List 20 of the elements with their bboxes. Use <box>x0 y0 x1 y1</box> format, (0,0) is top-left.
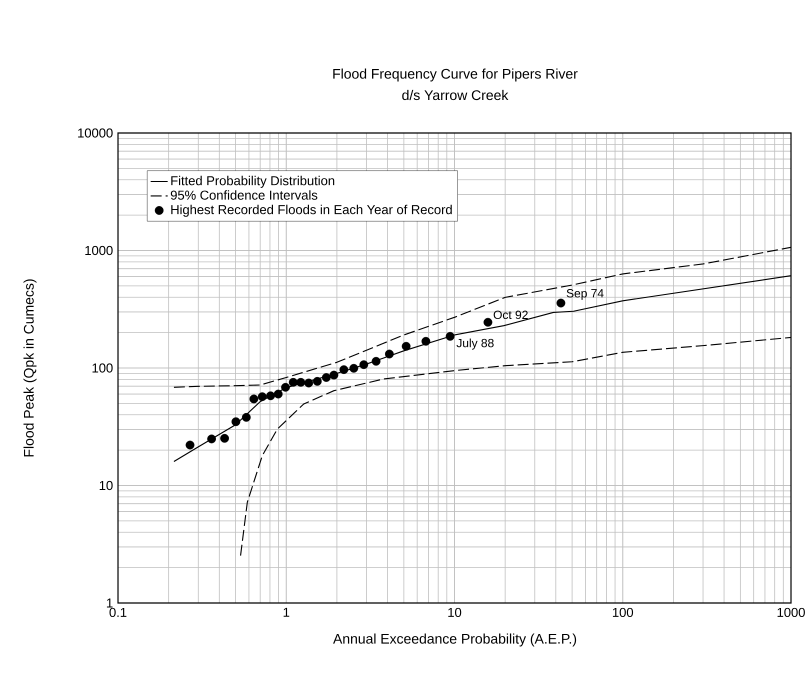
annotation: July 88 <box>456 338 494 350</box>
x-tick-label: 100 <box>612 608 634 617</box>
x-tick-label: 1 <box>284 608 290 617</box>
legend-label: 95% Confidence Intervals <box>170 190 318 200</box>
chart-subtitle: d/s Yarrow Creek <box>402 90 508 100</box>
annotation: Oct 92 <box>494 310 528 320</box>
y-tick-label: 10000 <box>78 128 113 138</box>
y-tick-label: 100 <box>92 363 113 373</box>
x-tick-label: 0.1 <box>110 608 126 617</box>
y-tick-label: 1000 <box>85 246 113 256</box>
legend-label: Fitted Probability Distribution <box>171 176 334 188</box>
y-tick-label: 10 <box>100 480 113 490</box>
y-axis-title: Flood Peak (Qpk in Cumecs) <box>24 279 37 456</box>
x-axis-title: Annual Exceedance Probability (A.E.P.) <box>333 633 576 646</box>
legend-label: Highest Recorded Floods in Each Year of Record <box>171 204 452 217</box>
x-tick-label: 1000 <box>778 608 805 617</box>
chart-title: Flood Frequency Curve for Pipers River <box>333 68 578 82</box>
annotation: Sep 74 <box>566 289 604 300</box>
y-tick-label: 1 <box>106 598 113 608</box>
x-tick-label: 10 <box>448 608 462 617</box>
